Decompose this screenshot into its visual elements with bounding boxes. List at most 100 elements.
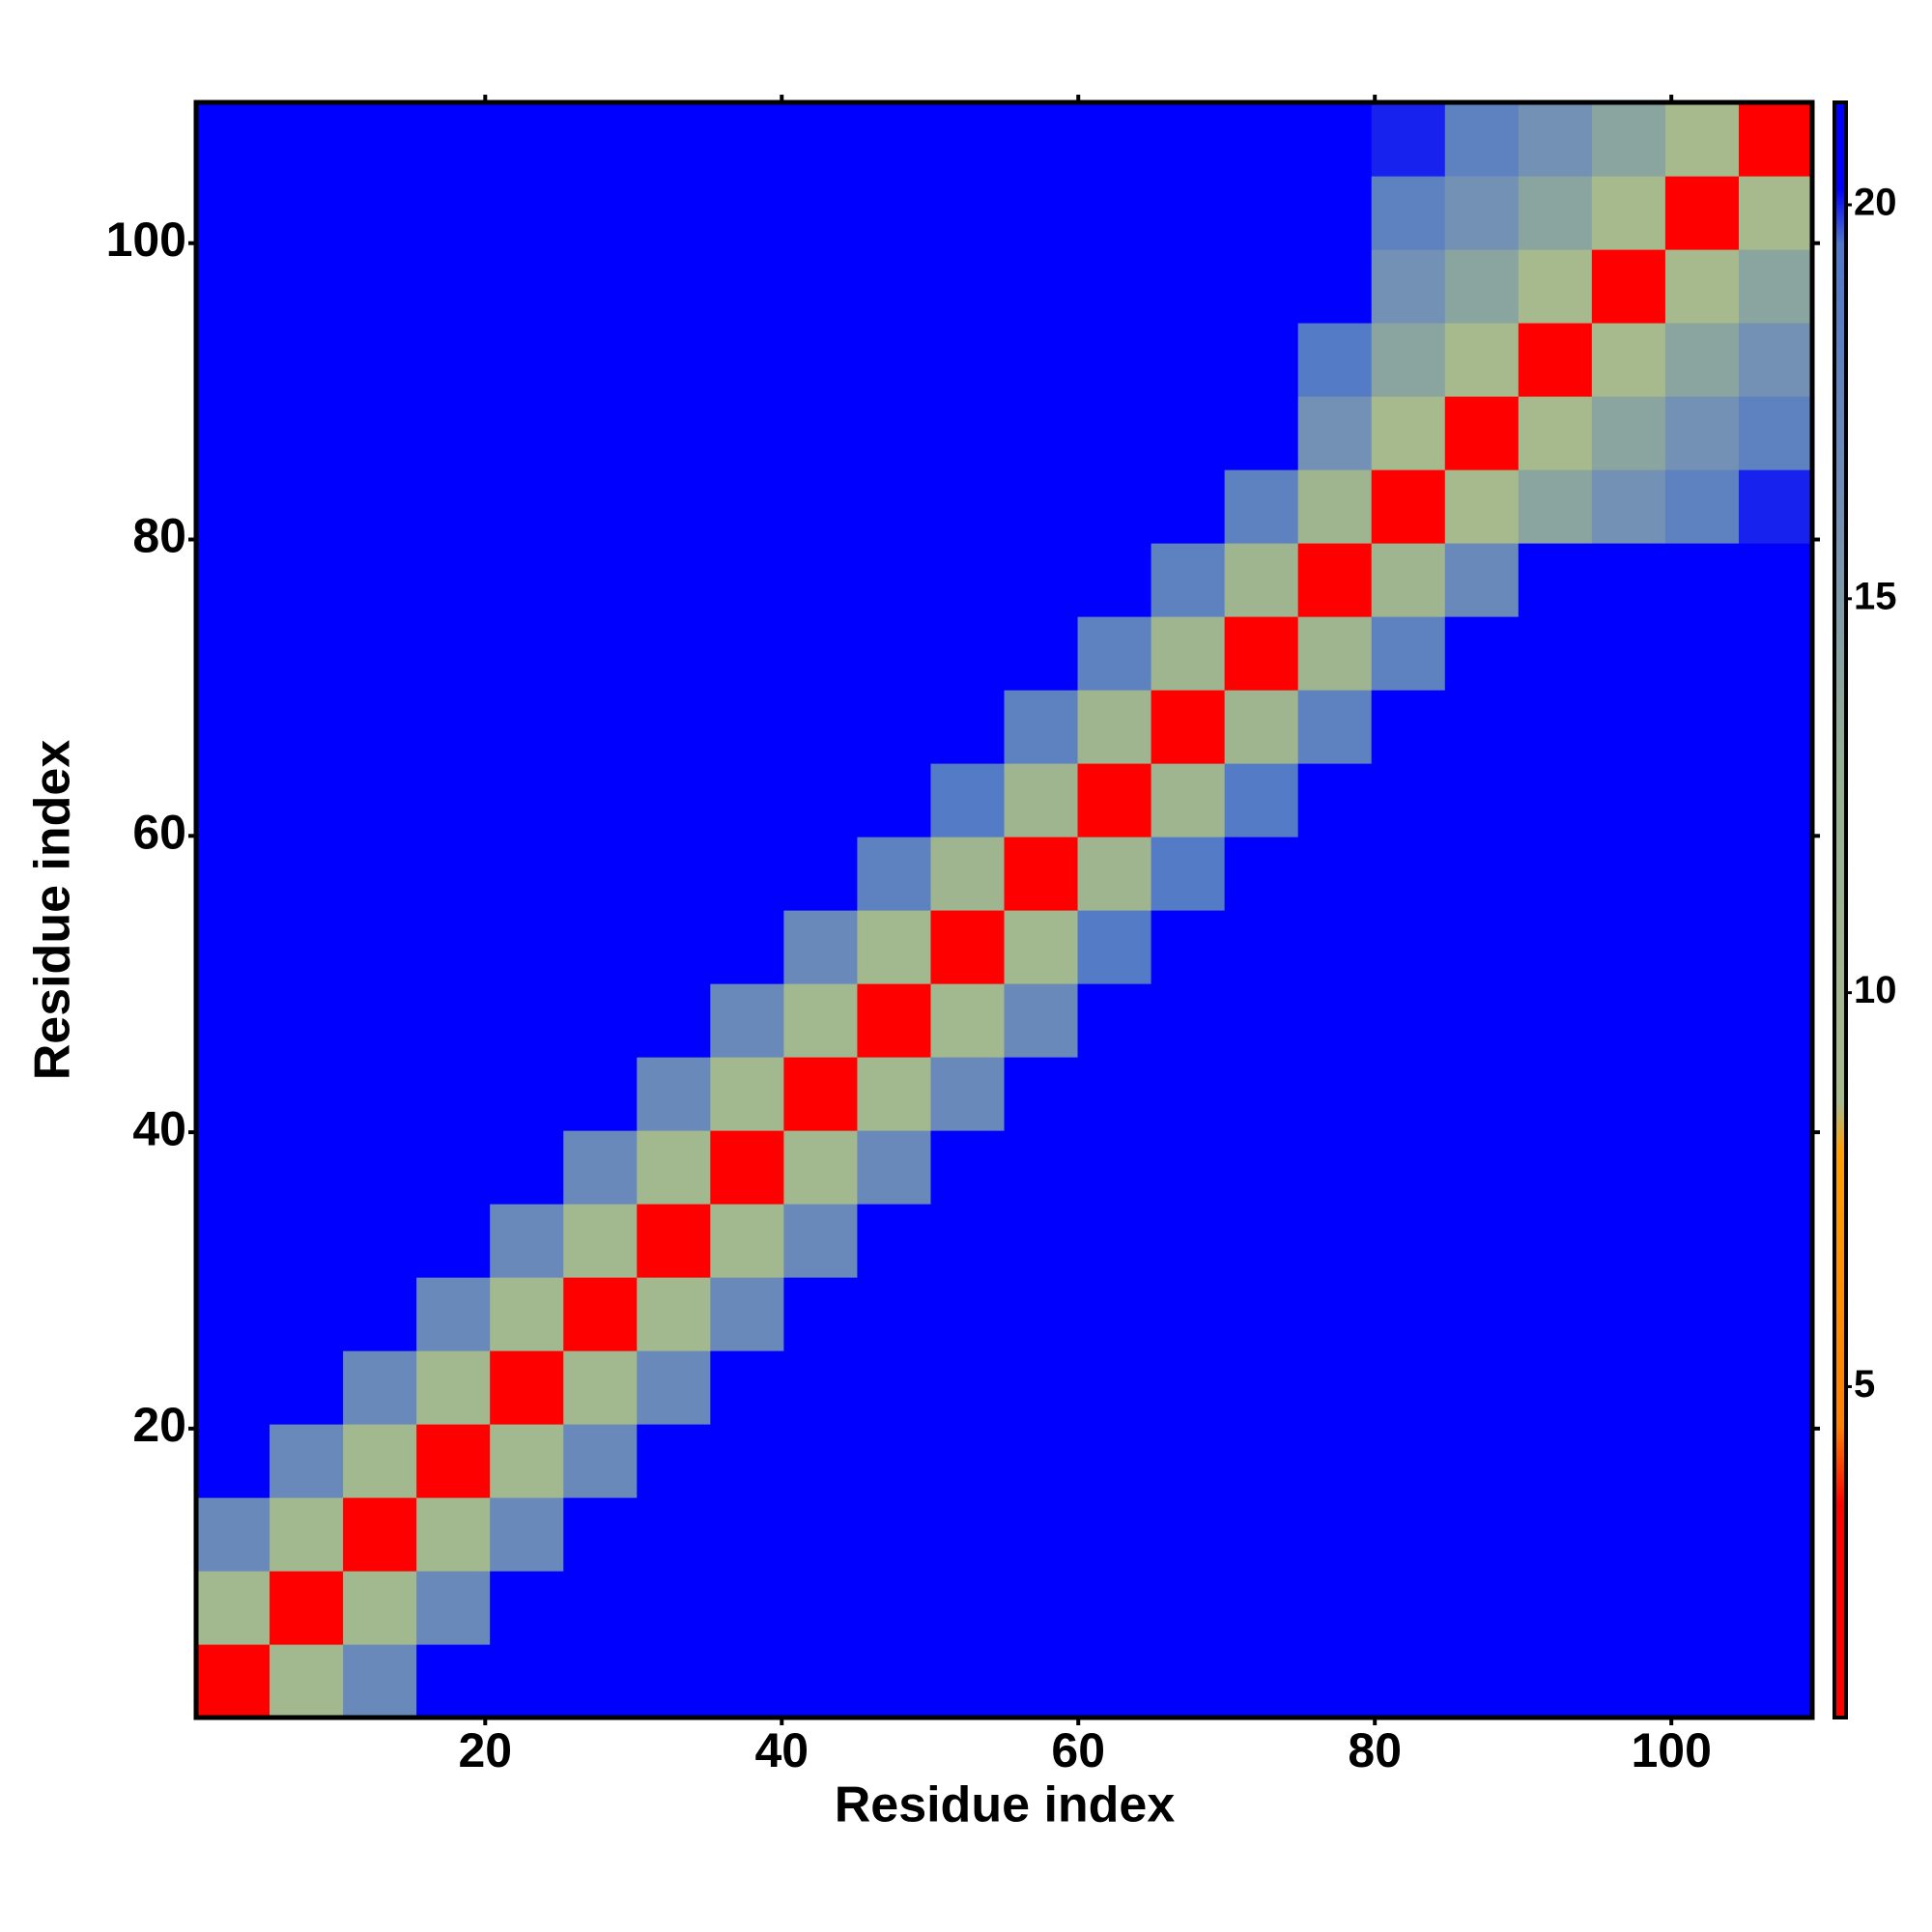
heatmap-cell bbox=[196, 543, 270, 617]
heatmap-cell bbox=[196, 469, 270, 544]
heatmap-cell bbox=[1151, 249, 1226, 324]
heatmap-cell bbox=[930, 249, 1006, 324]
heatmap-cell bbox=[1077, 1497, 1152, 1572]
heatmap-cell bbox=[343, 690, 417, 764]
heatmap-cell bbox=[783, 1057, 859, 1131]
heatmap-cell bbox=[1297, 396, 1373, 470]
heatmap-cell bbox=[857, 763, 932, 838]
heatmap-cell bbox=[710, 1057, 784, 1131]
heatmap-cell bbox=[1664, 396, 1740, 470]
heatmap-cell bbox=[196, 1130, 270, 1205]
heatmap-cell bbox=[710, 1497, 784, 1572]
heatmap-cell bbox=[270, 1057, 344, 1131]
heatmap-cell bbox=[1151, 1057, 1226, 1131]
heatmap-cell bbox=[857, 1350, 932, 1425]
heatmap-cell bbox=[563, 690, 638, 764]
heatmap-cell bbox=[710, 763, 784, 838]
heatmap-cell bbox=[563, 1497, 638, 1572]
heatmap-cell bbox=[1591, 102, 1666, 177]
heatmap-cell bbox=[196, 1277, 270, 1351]
heatmap-cell bbox=[710, 983, 784, 1058]
heatmap-cell bbox=[1004, 616, 1079, 691]
heatmap-cell bbox=[1444, 1277, 1520, 1351]
heatmap-cell bbox=[490, 1277, 564, 1351]
heatmap-cell bbox=[270, 910, 344, 984]
heatmap-cell bbox=[783, 543, 859, 617]
heatmap-cell bbox=[1664, 102, 1740, 177]
heatmap-cell bbox=[563, 102, 638, 177]
heatmap-cell bbox=[1297, 1644, 1373, 1719]
heatmap-cell bbox=[416, 837, 491, 911]
heatmap-cell bbox=[1151, 1350, 1226, 1425]
heatmap-cell bbox=[1151, 1644, 1226, 1719]
heatmap-cell bbox=[1664, 323, 1740, 397]
heatmap-cell bbox=[1224, 1424, 1299, 1498]
heatmap-cell bbox=[416, 1571, 491, 1645]
heatmap-cell bbox=[1224, 396, 1299, 470]
heatmap-cell bbox=[1077, 469, 1152, 544]
heatmap-cell bbox=[1664, 1057, 1740, 1131]
heatmap-cell bbox=[857, 1497, 932, 1572]
heatmap-cell bbox=[1004, 910, 1079, 984]
heatmap-cell bbox=[1297, 763, 1373, 838]
heatmap-cell bbox=[343, 983, 417, 1058]
heatmap-cell bbox=[637, 176, 711, 250]
heatmap-cell bbox=[490, 1350, 564, 1425]
heatmap-cell bbox=[930, 1204, 1006, 1278]
heatmap-cell bbox=[1738, 249, 1813, 324]
heatmap-cell bbox=[1518, 837, 1593, 911]
heatmap-cell bbox=[1151, 690, 1226, 764]
heatmap-cell bbox=[1444, 1424, 1520, 1498]
heatmap-cell bbox=[930, 176, 1006, 250]
heatmap-cell bbox=[1738, 1424, 1813, 1498]
heatmap-cell bbox=[490, 1204, 564, 1278]
heatmap-cell bbox=[1151, 616, 1226, 691]
heatmap-cell bbox=[1371, 1497, 1446, 1572]
heatmap-cell bbox=[857, 983, 932, 1058]
heatmap-cell bbox=[1004, 249, 1079, 324]
heatmap-cell bbox=[270, 396, 344, 470]
heatmap-cell bbox=[343, 1057, 417, 1131]
heatmap-cell bbox=[1297, 1424, 1373, 1498]
heatmap-cell bbox=[1738, 910, 1813, 984]
heatmap-cell bbox=[343, 837, 417, 911]
heatmap-cell bbox=[1664, 1644, 1740, 1719]
heatmap-cell bbox=[563, 1204, 638, 1278]
heatmap-cell bbox=[930, 469, 1006, 544]
heatmap-cell bbox=[1297, 1497, 1373, 1572]
heatmap-cell bbox=[196, 1350, 270, 1425]
heatmap-cell bbox=[270, 616, 344, 691]
heatmap-cell bbox=[637, 323, 711, 397]
heatmap-cell bbox=[1444, 543, 1520, 617]
heatmap-cell bbox=[710, 910, 784, 984]
heatmap-cell bbox=[270, 1644, 344, 1719]
heatmap-cell bbox=[1224, 616, 1299, 691]
heatmap-cell bbox=[270, 1571, 344, 1645]
heatmap-cell bbox=[416, 1130, 491, 1205]
heatmap-cell bbox=[1077, 323, 1152, 397]
heatmap-cell bbox=[1004, 1571, 1079, 1645]
heatmap-cell bbox=[416, 1350, 491, 1425]
heatmap-cell bbox=[930, 837, 1006, 911]
heatmap-cell bbox=[1738, 690, 1813, 764]
heatmap-cell bbox=[1371, 1571, 1446, 1645]
heatmap-cell bbox=[563, 469, 638, 544]
heatmap-cell bbox=[196, 837, 270, 911]
heatmap-cell bbox=[1444, 469, 1520, 544]
heatmap-cell bbox=[270, 543, 344, 617]
heatmap-cell bbox=[196, 763, 270, 838]
heatmap-cell bbox=[783, 249, 859, 324]
heatmap-cell bbox=[490, 1057, 564, 1131]
heatmap-cell bbox=[490, 323, 564, 397]
heatmap-cell bbox=[1224, 1497, 1299, 1572]
heatmap-cell bbox=[1297, 469, 1373, 544]
heatmap-cell bbox=[857, 690, 932, 764]
heatmap-cell bbox=[930, 1130, 1006, 1205]
heatmap-cell bbox=[710, 837, 784, 911]
heatmap-cell bbox=[1151, 469, 1226, 544]
heatmap-cell bbox=[1591, 690, 1666, 764]
heatmap-cell bbox=[1371, 1277, 1446, 1351]
heatmap-cell bbox=[1077, 249, 1152, 324]
heatmap-cell bbox=[857, 1644, 932, 1719]
heatmap-cell bbox=[1518, 1424, 1593, 1498]
